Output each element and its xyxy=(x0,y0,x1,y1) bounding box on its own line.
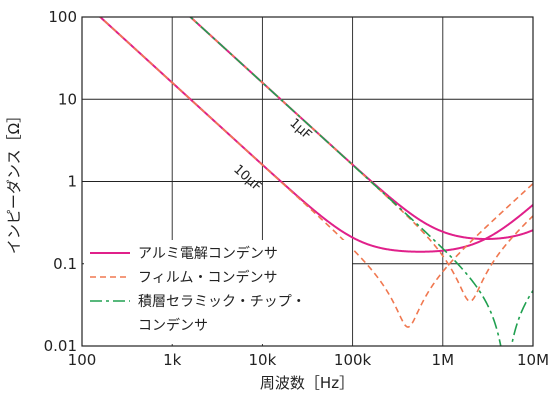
series-2-curve-0 xyxy=(189,17,533,346)
legend-label-film: フィルム・コンデンサ xyxy=(138,269,277,286)
x-tick-label: 100 xyxy=(68,351,97,369)
y-tick-label: 10 xyxy=(58,90,77,108)
x-tick-label: 10M xyxy=(517,351,549,369)
x-tick-label: 100k xyxy=(334,351,372,369)
x-tick-label: 10k xyxy=(249,351,277,369)
y-tick-label: 0.1 xyxy=(53,255,77,273)
curves xyxy=(98,17,533,346)
legend-label-ceramic-line2: コンデンサ xyxy=(138,317,208,334)
y-tick-label: 100 xyxy=(48,8,77,26)
legend-background xyxy=(84,240,352,344)
y-tick-label: 1 xyxy=(67,173,77,191)
x-tick-label: 1M xyxy=(432,351,455,369)
x-tick-labels: 100 1k 10k 100k 1M 10M xyxy=(68,351,549,369)
series-1-curve-1 xyxy=(99,17,533,328)
x-axis-title: 周波数［Hz］ xyxy=(260,374,354,392)
y-tick-label: 0.01 xyxy=(44,337,77,355)
x-tick-label: 1k xyxy=(163,351,182,369)
y-tick-labels: 0.01 0.1 1 10 100 xyxy=(44,8,77,355)
plot-frame xyxy=(81,16,534,347)
legend-label-ceramic-line1: 積層セラミック・チップ・ xyxy=(138,294,306,310)
legend-label-aluminum: アルミ電解コンデンサ xyxy=(138,245,278,262)
legend: アルミ電解コンデンサ フィルム・コンデンサ 積層セラミック・チップ・ コンデンサ xyxy=(84,240,352,344)
y-axis-title: インピーダンス［Ω］ xyxy=(5,108,23,254)
